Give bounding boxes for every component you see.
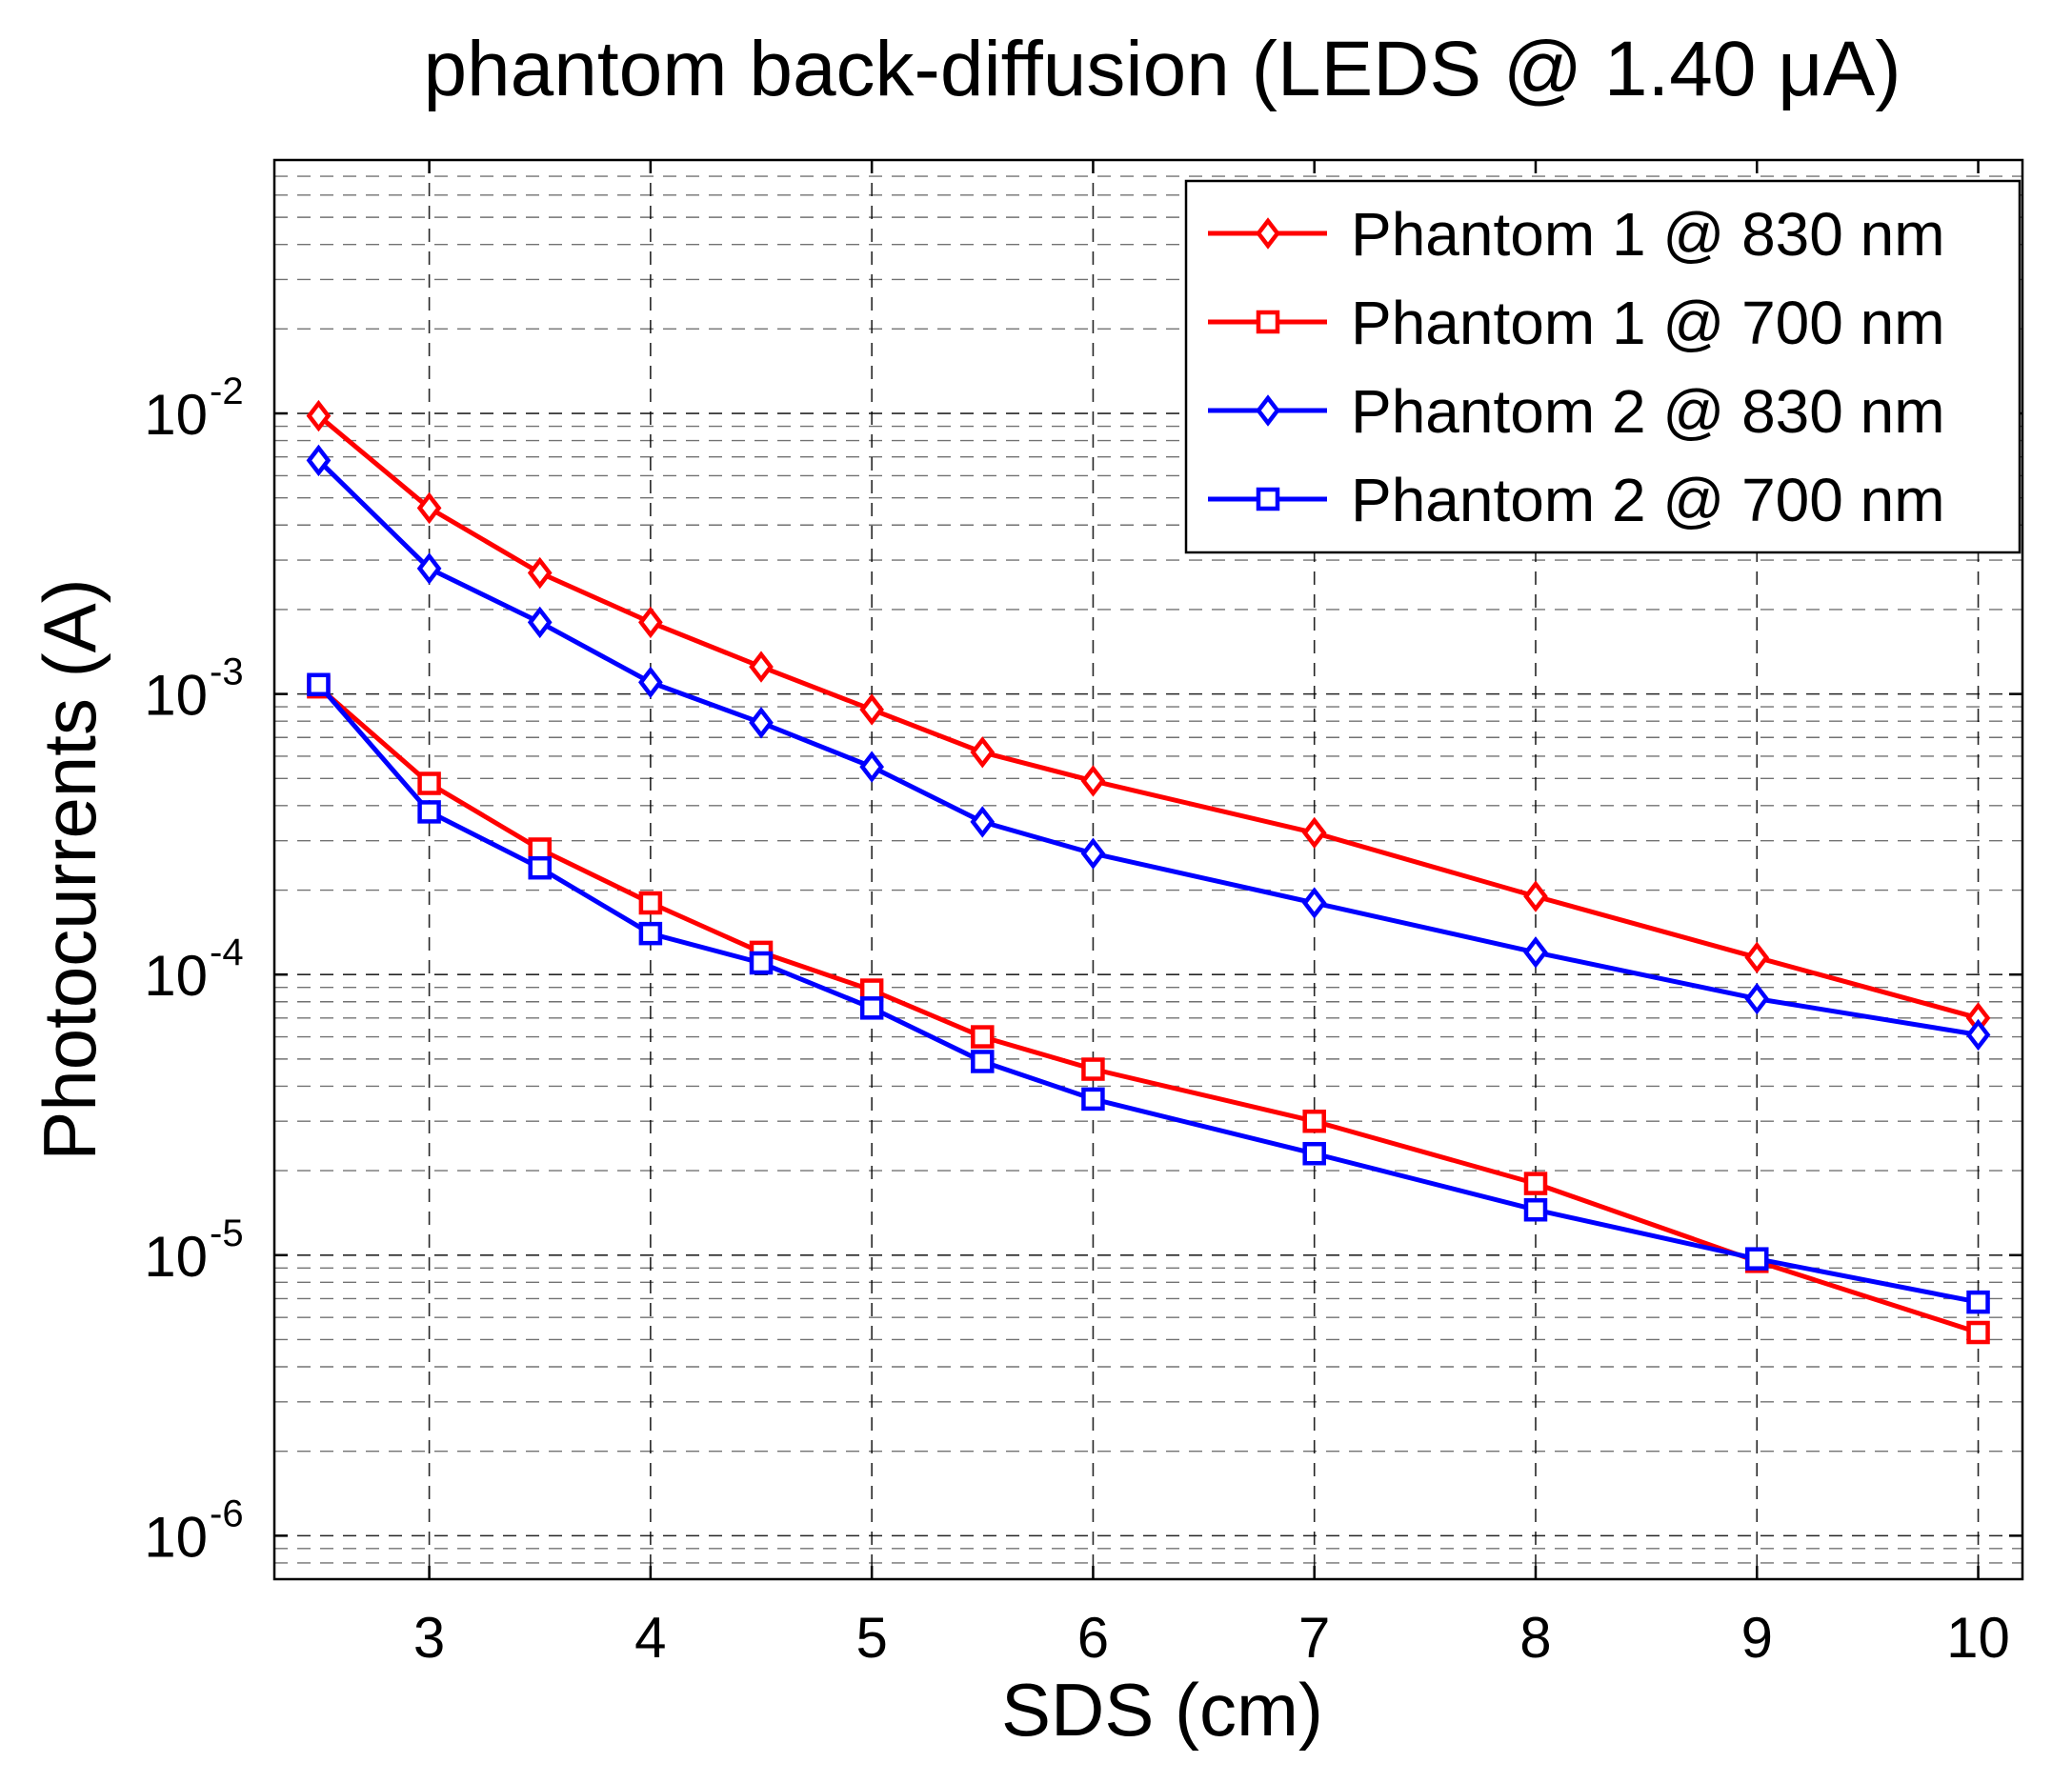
data-point [417, 800, 441, 824]
data-point [1744, 982, 1770, 1015]
legend-swatch-marker [1256, 310, 1280, 334]
series-line [316, 413, 1980, 1021]
data-point [1745, 1247, 1769, 1271]
y-tick-label-exponent: -5 [210, 1212, 244, 1254]
data-point [1523, 1172, 1548, 1195]
legend-item: Phantom 2 @ 830 nm [1208, 377, 1945, 446]
legend-swatch-marker [1256, 217, 1280, 250]
x-tick-label: 10 [1946, 1606, 2010, 1670]
data-point [416, 491, 442, 525]
data-point [306, 399, 332, 432]
x-tick-label: 6 [1077, 1606, 1109, 1670]
data-point [1966, 1320, 1990, 1345]
data-point [749, 951, 774, 975]
data-point [1965, 1018, 1991, 1052]
series-3 [306, 444, 1991, 1052]
x-tick-label: 7 [1298, 1606, 1330, 1670]
legend-items: Phantom 1 @ 830 nm Phantom 1 @ 700 nm Phan… [1208, 200, 1945, 534]
series-layer [306, 399, 1991, 1345]
legend-label: Phantom 1 @ 830 nm [1351, 200, 1945, 269]
data-point [1302, 1109, 1326, 1133]
data-point [1302, 1141, 1326, 1166]
data-point [971, 1025, 995, 1049]
y-tick-label-base: 10 [144, 1505, 208, 1569]
chart-title: phantom back-diffusion (LEDS @ 1.40 μA) [423, 26, 1901, 112]
data-point [638, 921, 663, 946]
y-tick-label-base: 10 [144, 944, 208, 1008]
y-tick-label: 10 -5 [144, 1212, 243, 1289]
y-tick-label-base: 10 [144, 383, 208, 447]
data-point [527, 556, 553, 590]
data-point [970, 736, 996, 769]
x-tick-label: 8 [1519, 1606, 1551, 1670]
data-point [638, 606, 663, 639]
y-tick-label-exponent: -6 [210, 1493, 244, 1534]
y-axis-label: Photocurrents (A) [28, 578, 111, 1160]
series-1 [306, 399, 1991, 1034]
legend-label: Phantom 2 @ 830 nm [1351, 377, 1945, 446]
series-line [316, 683, 1979, 1305]
legend-label: Phantom 2 @ 700 nm [1351, 466, 1945, 534]
data-point [1744, 941, 1770, 974]
data-point [416, 552, 442, 585]
legend-label: Phantom 1 @ 700 nm [1351, 289, 1945, 357]
data-point [1081, 1057, 1105, 1081]
legend-box [1184, 179, 2022, 554]
x-tick-label: 9 [1741, 1606, 1773, 1670]
legend-swatch-marker [1256, 394, 1280, 427]
data-point [638, 666, 663, 699]
data-point [527, 606, 553, 639]
grid [274, 159, 2022, 1580]
x-tick-label: 4 [634, 1606, 666, 1670]
y-tick-label: 10 -3 [144, 651, 243, 728]
series-line [316, 458, 1979, 1037]
data-point [307, 672, 331, 697]
data-point [528, 837, 552, 861]
series-2 [307, 674, 1990, 1345]
y-tick-label-exponent: -2 [210, 371, 244, 412]
series-line [316, 685, 1980, 1335]
data-point [1523, 1197, 1548, 1222]
data-point [1081, 1087, 1105, 1112]
y-tick-label: 10 -4 [144, 932, 243, 1008]
x-tick-label: 5 [855, 1606, 887, 1670]
legend-item: Phantom 1 @ 830 nm [1208, 200, 1945, 269]
data-point [638, 891, 663, 915]
data-point [859, 996, 884, 1020]
y-tick-label-exponent: -4 [210, 932, 244, 973]
x-tick-label: 3 [413, 1606, 445, 1670]
data-point [306, 444, 332, 477]
data-point [1301, 887, 1327, 919]
plot-area-frame [272, 158, 2024, 1581]
data-point [1301, 816, 1327, 850]
data-point [749, 707, 774, 739]
legend-item: Phantom 2 @ 700 nm [1208, 466, 1945, 534]
y-axis-ticks: 10-610-510-410-310-2 [144, 371, 2022, 1569]
data-point [859, 751, 884, 783]
legend: Phantom 1 @ 830 nm Phantom 1 @ 700 nm Phan… [1184, 179, 2022, 554]
x-axis-ticks: 3 4 5 6 7 8 9 10 [413, 160, 2010, 1670]
x-axis-label: SDS (cm) [1001, 1668, 1323, 1752]
y-tick-label-exponent: -3 [210, 651, 244, 693]
data-point [1523, 936, 1548, 969]
y-tick-label: 10 -6 [144, 1493, 243, 1569]
data-point [1966, 1290, 1990, 1314]
data-point [417, 771, 441, 795]
data-point [859, 693, 884, 726]
data-point [1080, 765, 1106, 797]
series-4 [307, 672, 1990, 1314]
data-point [749, 651, 774, 683]
legend-item: Phantom 1 @ 700 nm [1208, 289, 1945, 357]
data-point [970, 806, 996, 838]
data-point [971, 1050, 995, 1073]
y-tick-label: 10 -2 [144, 371, 243, 447]
data-point [1080, 837, 1106, 870]
data-point [1523, 880, 1548, 912]
y-tick-label-base: 10 [144, 1225, 208, 1289]
y-tick-label-base: 10 [144, 664, 208, 728]
data-point [528, 855, 552, 880]
legend-swatch-marker [1256, 487, 1280, 511]
